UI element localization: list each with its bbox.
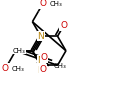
Text: N: N (37, 32, 44, 41)
Text: CH₃: CH₃ (13, 48, 26, 54)
Text: O: O (41, 53, 48, 63)
Text: CH₃: CH₃ (12, 65, 25, 72)
Text: N
H: N H (37, 56, 44, 75)
Text: O: O (2, 64, 9, 73)
Text: O: O (60, 21, 67, 30)
Text: O: O (39, 0, 46, 8)
Text: CH₃: CH₃ (53, 63, 66, 69)
Text: CH₃: CH₃ (49, 1, 62, 7)
Text: O: O (40, 65, 47, 74)
